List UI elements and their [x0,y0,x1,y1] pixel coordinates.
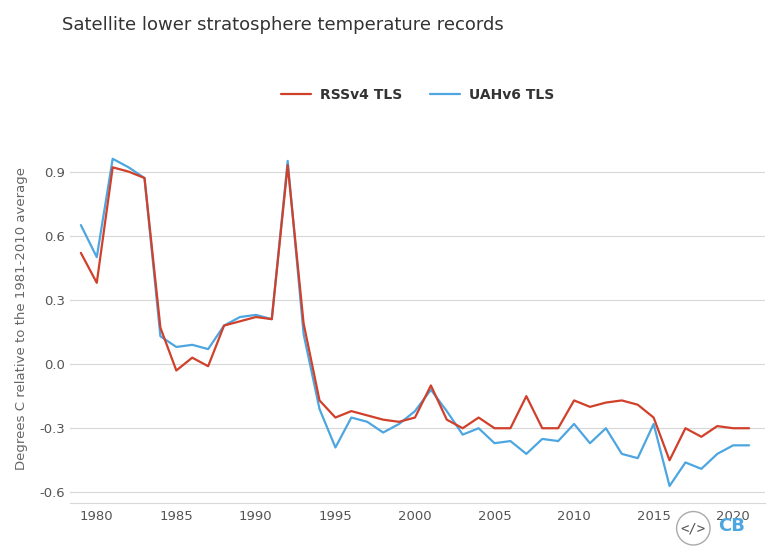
RSSv4 TLS [617,397,626,404]
UAHv6 TLS [346,414,356,421]
RSSv4 TLS [108,164,117,171]
UAHv6 TLS [76,222,86,228]
UAHv6 TLS [156,333,165,340]
RSSv4 TLS [537,425,547,432]
RSSv4 TLS [458,425,467,432]
RSSv4 TLS [505,425,515,432]
RSSv4 TLS [251,313,261,320]
RSSv4 TLS [92,279,101,286]
RSSv4 TLS [729,425,738,432]
UAHv6 TLS [283,158,292,164]
RSSv4 TLS [267,316,276,322]
UAHv6 TLS [108,155,117,162]
UAHv6 TLS [236,313,245,320]
UAHv6 TLS [426,386,435,393]
UAHv6 TLS [522,451,531,457]
RSSv4 TLS [744,425,753,432]
UAHv6 TLS [569,421,579,427]
UAHv6 TLS [299,331,308,338]
RSSv4 TLS [140,175,149,181]
UAHv6 TLS [204,346,213,352]
UAHv6 TLS [601,425,611,432]
RSSv4 TLS [697,434,706,440]
RSSv4 TLS [76,250,86,256]
RSSv4 TLS [395,418,404,425]
RSSv4 TLS [490,425,499,432]
RSSv4 TLS [410,414,420,421]
RSSv4 TLS [601,399,611,406]
UAHv6 TLS [395,421,404,427]
RSSv4 TLS [124,169,133,175]
UAHv6 TLS [585,440,594,446]
UAHv6 TLS [633,455,643,462]
RSSv4 TLS [522,393,531,400]
RSSv4 TLS [236,318,245,324]
RSSv4 TLS [569,397,579,404]
RSSv4 TLS [172,367,181,374]
RSSv4 TLS [554,425,563,432]
UAHv6 TLS [617,451,626,457]
RSSv4 TLS [665,457,674,463]
UAHv6 TLS [331,444,340,451]
RSSv4 TLS [156,324,165,331]
UAHv6 TLS [187,341,197,348]
RSSv4 TLS [585,404,594,410]
RSSv4 TLS [187,354,197,361]
UAHv6 TLS [378,429,388,436]
UAHv6 TLS [697,466,706,472]
Legend: RSSv4 TLS, UAHv6 TLS: RSSv4 TLS, UAHv6 TLS [281,88,554,102]
Text: </>: </> [681,521,706,535]
UAHv6 TLS [219,322,229,329]
UAHv6 TLS [172,344,181,350]
UAHv6 TLS [458,432,467,438]
UAHv6 TLS [267,316,276,322]
Line: UAHv6 TLS: UAHv6 TLS [81,159,749,486]
RSSv4 TLS [474,414,484,421]
UAHv6 TLS [363,418,372,425]
RSSv4 TLS [315,397,324,404]
RSSv4 TLS [331,414,340,421]
UAHv6 TLS [505,438,515,444]
UAHv6 TLS [140,175,149,181]
RSSv4 TLS [204,363,213,369]
RSSv4 TLS [426,382,435,389]
UAHv6 TLS [537,435,547,442]
RSSv4 TLS [299,320,308,327]
Y-axis label: Degrees C relative to the 1981-2010 average: Degrees C relative to the 1981-2010 aver… [15,166,28,469]
UAHv6 TLS [410,408,420,414]
RSSv4 TLS [346,408,356,414]
UAHv6 TLS [490,440,499,446]
RSSv4 TLS [219,322,229,329]
RSSv4 TLS [713,423,722,429]
UAHv6 TLS [713,451,722,457]
UAHv6 TLS [315,406,324,412]
UAHv6 TLS [729,442,738,449]
Line: RSSv4 TLS: RSSv4 TLS [81,165,749,460]
RSSv4 TLS [283,162,292,169]
UAHv6 TLS [251,312,261,318]
UAHv6 TLS [681,459,690,466]
UAHv6 TLS [474,425,484,432]
UAHv6 TLS [744,442,753,449]
RSSv4 TLS [442,416,452,423]
RSSv4 TLS [363,412,372,419]
UAHv6 TLS [554,438,563,444]
RSSv4 TLS [633,401,643,408]
UAHv6 TLS [92,254,101,260]
UAHv6 TLS [649,421,658,427]
RSSv4 TLS [681,425,690,432]
Text: CB: CB [718,517,745,535]
UAHv6 TLS [665,483,674,489]
RSSv4 TLS [649,414,658,421]
Text: Satellite lower stratosphere temperature records: Satellite lower stratosphere temperature… [62,16,504,35]
UAHv6 TLS [442,408,452,414]
RSSv4 TLS [378,416,388,423]
UAHv6 TLS [124,164,133,171]
